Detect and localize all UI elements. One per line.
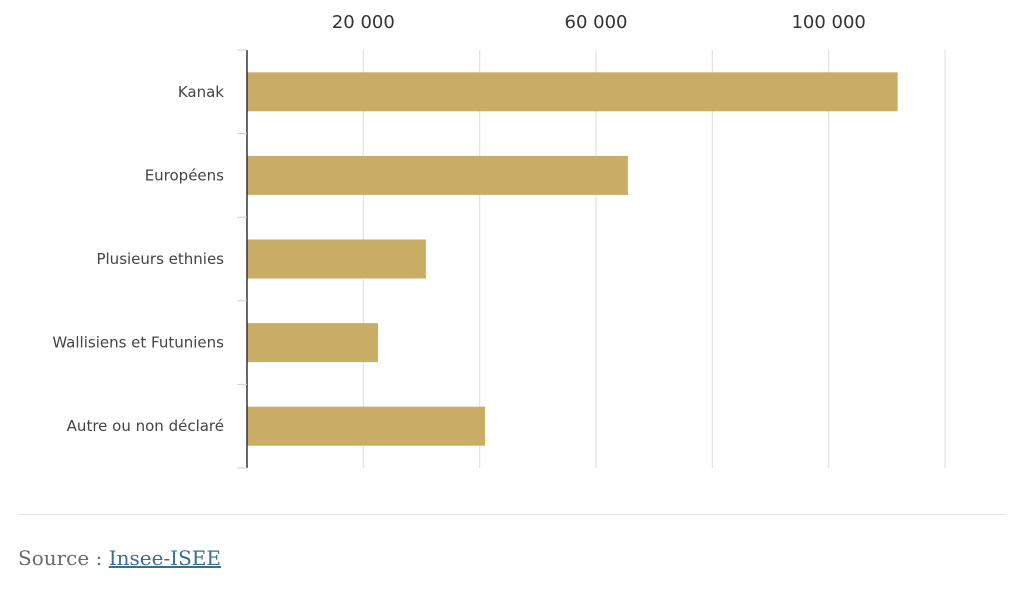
category-label: Plusieurs ethnies xyxy=(96,250,224,268)
source-prefix: Source : xyxy=(18,546,109,570)
x-tick-label: 20 000 xyxy=(332,12,395,33)
bar-chart: 20 000 60 000 100 000 Kanak Européens Plusie… xyxy=(52,12,946,469)
bar xyxy=(247,239,426,279)
bar xyxy=(247,72,898,112)
x-axis-tick-labels: 20 000 60 000 100 000 xyxy=(332,12,866,33)
category-label: Wallisiens et Futuniens xyxy=(52,334,224,352)
category-label: Kanak xyxy=(178,83,224,101)
category-labels: Kanak Européens Plusieurs ethnies Wallisien… xyxy=(52,83,224,435)
source-link[interactable]: Insee-ISEE xyxy=(108,546,221,570)
category-label: Européens xyxy=(145,166,224,184)
bar xyxy=(247,323,378,363)
x-tick-label: 100 000 xyxy=(791,12,865,33)
gridlines xyxy=(362,50,946,468)
bar xyxy=(247,406,485,446)
source-line: Source : Insee-ISEE xyxy=(18,546,221,570)
y-axis-ticks xyxy=(237,49,247,469)
bar xyxy=(247,155,628,195)
divider xyxy=(18,514,1006,515)
x-tick-label: 60 000 xyxy=(565,12,628,33)
category-label: Autre ou non déclaré xyxy=(67,417,224,435)
bars xyxy=(247,72,898,446)
